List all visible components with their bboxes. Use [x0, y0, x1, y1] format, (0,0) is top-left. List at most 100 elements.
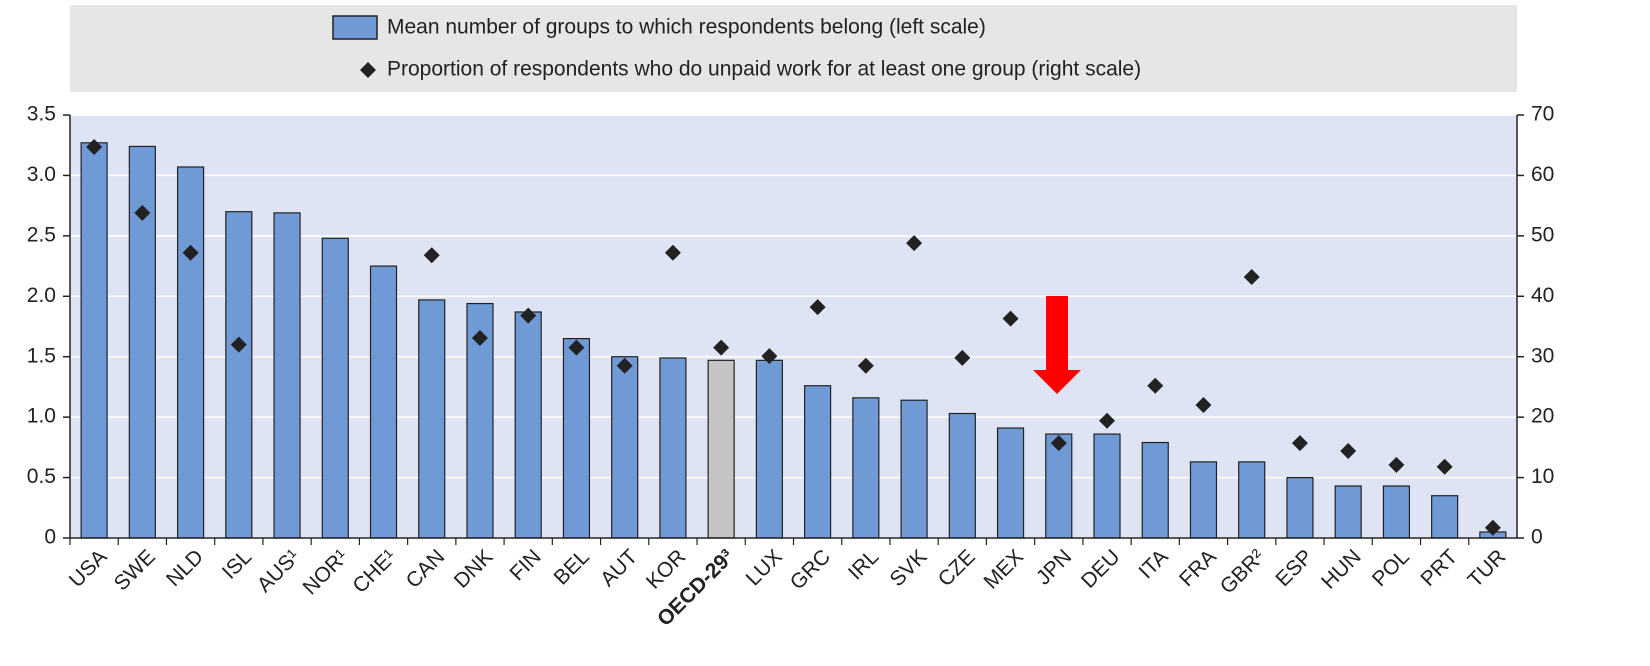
x-tick-label: AUS¹ — [253, 545, 305, 597]
bar — [1382, 485, 1411, 539]
point — [230, 336, 247, 353]
point — [857, 357, 874, 374]
y2-tick-label: 70 — [1531, 103, 1554, 126]
y2-tick-label: 50 — [1531, 223, 1554, 246]
y-tick-label: 0 — [44, 526, 56, 549]
legend-label: Mean number of groups to which responden… — [387, 16, 986, 39]
y2-tick-label: 20 — [1531, 405, 1554, 428]
point — [520, 307, 537, 324]
x-tick-label: JPN — [1032, 545, 1076, 589]
bar — [804, 385, 832, 539]
bar — [1189, 461, 1218, 539]
bar — [852, 397, 880, 539]
bar — [176, 166, 205, 539]
point — [954, 349, 971, 366]
x-tick-label: AUT — [596, 545, 642, 591]
x-tick-label: BEL — [550, 545, 594, 589]
bar — [1334, 485, 1362, 539]
point — [1195, 397, 1212, 414]
x-tick-label: LUX — [742, 545, 787, 590]
point — [1002, 310, 1019, 327]
y-tick-label: 1.0 — [27, 405, 56, 428]
marks — [80, 139, 1507, 539]
bar — [900, 399, 928, 539]
x-tick-label: TUR — [1464, 545, 1511, 592]
bar — [514, 311, 542, 539]
y2-tick-label: 10 — [1531, 465, 1554, 488]
y2-tick-label: 60 — [1531, 163, 1554, 186]
x-tick-label: PRT — [1416, 545, 1462, 591]
point — [664, 244, 681, 261]
point — [1291, 435, 1308, 452]
grid — [70, 114, 1517, 539]
bar — [659, 357, 687, 539]
x-tick-label: SWE — [110, 545, 160, 595]
point — [471, 329, 488, 346]
x-tick-label: FIN — [505, 545, 545, 585]
bar — [996, 427, 1025, 539]
x-tick-label: GRC — [786, 545, 835, 594]
y-tick-label: 3.5 — [27, 103, 56, 126]
x-tick-label: HUN — [1317, 545, 1365, 593]
y-tick-label: 0.5 — [27, 465, 56, 488]
legend-label: Proportion of respondents who do unpaid … — [387, 58, 1141, 81]
x-tick-label: MEX — [980, 545, 1028, 593]
arrow-head — [1033, 370, 1081, 394]
point — [1484, 519, 1501, 536]
legend-marker — [360, 62, 376, 78]
point — [906, 235, 923, 252]
x-tick-label: DNK — [450, 545, 498, 593]
x-tick-label: CZE — [934, 545, 980, 591]
bar — [1093, 433, 1121, 539]
point — [1388, 456, 1405, 473]
point — [86, 139, 103, 156]
y2-tick-label: 30 — [1531, 344, 1554, 367]
x-tick-label: IRL — [844, 545, 883, 584]
legend-swatch — [332, 15, 378, 40]
bar — [1431, 495, 1459, 539]
bar — [273, 212, 301, 539]
x-tick-label: USA — [65, 545, 112, 592]
point — [568, 339, 585, 356]
bar — [1238, 461, 1266, 539]
legend-background — [70, 5, 1517, 92]
bar — [225, 211, 253, 539]
point — [1099, 412, 1116, 429]
x-tick-label: ITA — [1134, 545, 1172, 583]
bar — [369, 265, 398, 539]
y-tick-label: 2.0 — [27, 284, 56, 307]
arrow-shaft — [1046, 296, 1068, 370]
point — [1340, 442, 1357, 459]
y2-tick-label: 0 — [1531, 526, 1543, 549]
x-tick-label: ISL — [218, 545, 257, 584]
bar — [80, 142, 108, 539]
point — [1436, 458, 1453, 475]
point — [1050, 435, 1067, 452]
x-tick-label: NLD — [162, 545, 208, 591]
bar — [611, 356, 639, 539]
point — [713, 339, 730, 356]
y-tick-label: 1.5 — [27, 344, 56, 367]
point — [809, 299, 826, 316]
x-tick-label: CAN — [402, 545, 450, 593]
bar — [1141, 441, 1169, 539]
y2-tick-label: 40 — [1531, 284, 1554, 307]
y-tick-label: 2.5 — [27, 223, 56, 246]
point — [423, 247, 440, 264]
x-tick-label: GBR² — [1216, 545, 1269, 598]
x-tick-label: POL — [1368, 545, 1414, 591]
x-tick-label: SVK — [886, 545, 932, 591]
bar — [707, 359, 735, 539]
x-tick-label: DEU — [1077, 545, 1125, 593]
point — [616, 357, 633, 374]
bar — [755, 359, 783, 539]
bar — [562, 337, 591, 539]
x-tick-label: NOR¹ — [299, 545, 353, 599]
bar — [948, 412, 976, 539]
legend: Mean number of groups to which responden… — [332, 15, 1141, 81]
point — [1243, 268, 1260, 285]
bar — [1045, 433, 1073, 539]
point — [761, 348, 778, 365]
annotation-arrow — [1033, 296, 1081, 394]
